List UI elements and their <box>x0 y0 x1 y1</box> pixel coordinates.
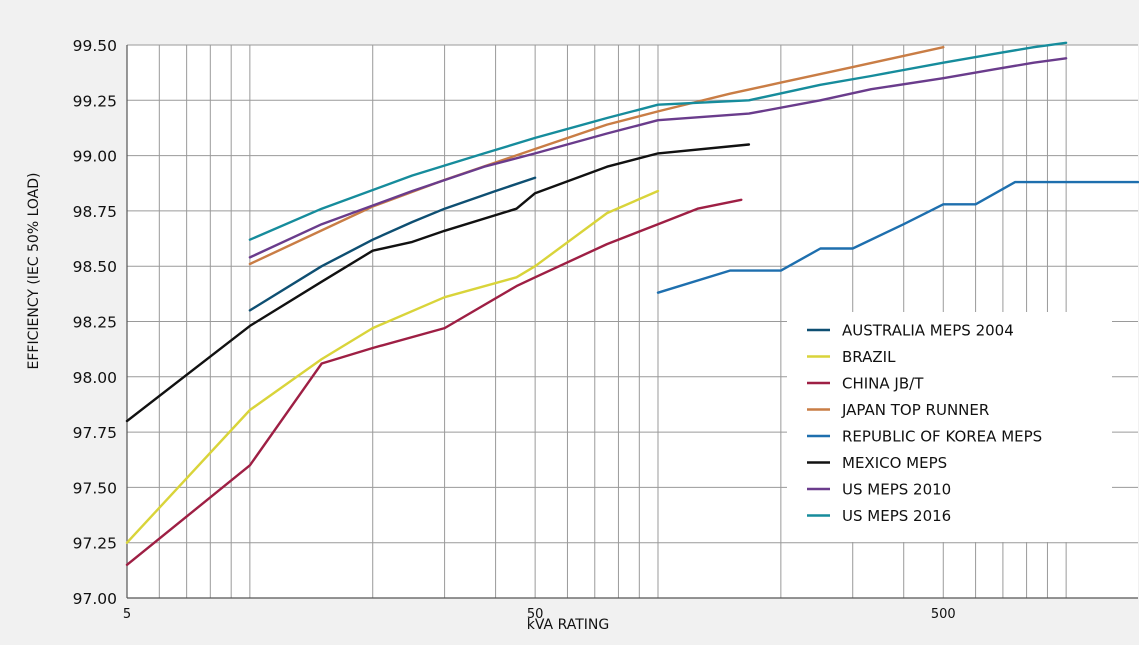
legend-label: BRAZIL <box>842 348 896 366</box>
y-tick-label: 99.00 <box>73 148 117 166</box>
legend-label: AUSTRALIA MEPS 2004 <box>842 322 1014 340</box>
series-line-2 <box>125 198 743 566</box>
legend-label: CHINA JB/T <box>842 375 924 393</box>
legend-label: US MEPS 2016 <box>842 507 951 525</box>
series-line-1 <box>125 189 660 544</box>
y-tick-label: 98.00 <box>73 369 117 387</box>
legend: AUSTRALIA MEPS 2004 BRAZIL CHINA JB/T JAPAN… <box>787 312 1112 542</box>
x-tick-label: 500 <box>931 607 956 622</box>
y-tick-labels: 97.00 97.25 97.50 97.75 98.00 98.25 98.50 98.75… <box>73 37 117 608</box>
x-axis-label: kVA RATING <box>527 617 609 633</box>
series-line-4 <box>656 180 1139 294</box>
series-line-0 <box>248 176 537 312</box>
series-layer <box>125 41 1139 566</box>
y-tick-label: 98.50 <box>73 258 117 276</box>
y-tick-label: 97.25 <box>73 535 117 553</box>
y-tick-label: 98.25 <box>73 314 117 332</box>
series-line-6 <box>248 57 1068 259</box>
y-tick-label: 99.25 <box>73 92 117 110</box>
legend-label: US MEPS 2010 <box>842 481 951 499</box>
legend-label: REPUBLIC OF KOREA MEPS <box>842 428 1042 446</box>
x-tick-label: 5 <box>123 607 131 622</box>
x-tick-labels: 5 50 500 <box>123 607 956 622</box>
legend-label: JAPAN TOP RUNNER <box>841 401 989 419</box>
y-axis-label: EFFICIENCY (IEC 50% LOAD) <box>26 173 42 370</box>
y-tick-label: 97.75 <box>73 424 117 442</box>
legend-background <box>787 312 1112 542</box>
y-tick-label: 97.50 <box>73 479 117 497</box>
y-tick-label: 99.50 <box>73 37 117 55</box>
legend-label: MEXICO MEPS <box>842 454 947 472</box>
x-tick-label: 50 <box>527 607 544 622</box>
series-line-7 <box>248 41 1068 241</box>
y-tick-label: 97.00 <box>73 590 117 608</box>
series-line-5 <box>125 143 751 423</box>
y-tick-label: 98.75 <box>73 203 117 221</box>
